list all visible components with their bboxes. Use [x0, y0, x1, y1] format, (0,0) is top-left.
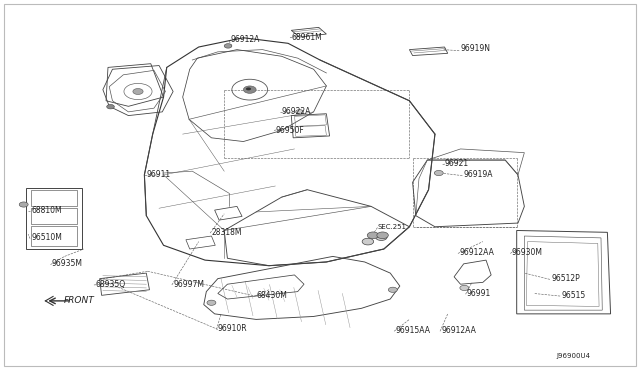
- Circle shape: [460, 285, 468, 291]
- Text: 96515: 96515: [561, 291, 586, 300]
- Text: 96919A: 96919A: [464, 170, 493, 179]
- Circle shape: [246, 87, 251, 90]
- Circle shape: [377, 232, 388, 238]
- Circle shape: [296, 110, 303, 114]
- Circle shape: [435, 170, 444, 176]
- Text: 96921: 96921: [445, 159, 468, 168]
- Text: 96912AA: 96912AA: [442, 326, 476, 335]
- Text: 96910R: 96910R: [218, 324, 248, 333]
- Text: FRONT: FRONT: [63, 296, 94, 305]
- Text: 96950F: 96950F: [275, 126, 304, 135]
- Text: 96510M: 96510M: [31, 233, 62, 243]
- Text: 96991: 96991: [467, 289, 491, 298]
- Circle shape: [133, 89, 143, 94]
- Text: 96930M: 96930M: [511, 248, 543, 257]
- Text: 96512P: 96512P: [551, 274, 580, 283]
- Circle shape: [207, 300, 216, 305]
- Circle shape: [19, 202, 28, 207]
- Text: 96919N: 96919N: [461, 44, 490, 53]
- Text: 96997M: 96997M: [173, 280, 204, 289]
- Text: 96922A: 96922A: [282, 108, 311, 116]
- Text: 96935M: 96935M: [52, 259, 83, 268]
- Text: 68430M: 68430M: [256, 291, 287, 300]
- Text: J96900U4: J96900U4: [556, 353, 590, 359]
- Circle shape: [224, 44, 232, 48]
- Text: 68810M: 68810M: [31, 206, 62, 215]
- Text: 68935Q: 68935Q: [95, 280, 125, 289]
- Text: 96912AA: 96912AA: [460, 248, 494, 257]
- Circle shape: [107, 105, 115, 109]
- Text: SEC.251: SEC.251: [378, 224, 406, 230]
- Text: 96911: 96911: [147, 170, 170, 179]
- Text: 96912A: 96912A: [230, 35, 260, 44]
- Text: 96915AA: 96915AA: [396, 326, 430, 335]
- Text: 28318M: 28318M: [211, 228, 242, 237]
- Circle shape: [376, 234, 387, 240]
- Circle shape: [367, 232, 379, 238]
- Circle shape: [388, 287, 397, 292]
- Circle shape: [362, 238, 374, 245]
- Text: 68961M: 68961M: [291, 33, 322, 42]
- Circle shape: [243, 86, 256, 93]
